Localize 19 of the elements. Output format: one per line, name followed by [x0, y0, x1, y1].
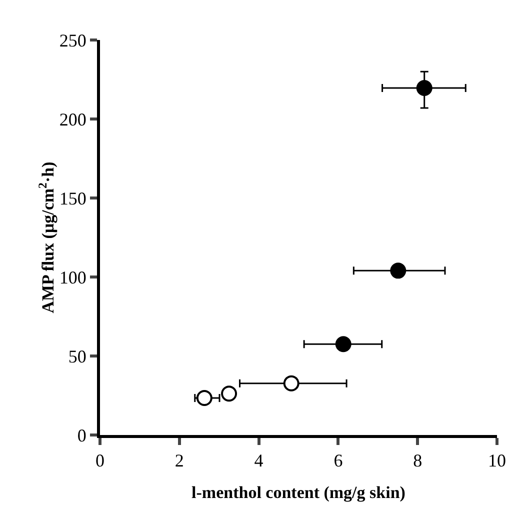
x-axis-title: l-menthol content (mg/g skin) [192, 483, 406, 502]
point [196, 390, 212, 406]
x-tick-label: 10 [488, 450, 506, 471]
x-tick-label: 0 [96, 450, 104, 471]
x-tick-label: 2 [174, 450, 184, 471]
y-tick-label: 50 [68, 346, 86, 366]
point [335, 336, 352, 352]
x-tick-label: 6 [334, 450, 343, 471]
y-tick-label: 250 [59, 30, 86, 50]
y-tick-label: 0 [77, 425, 86, 446]
y-tick-label: 150 [59, 188, 86, 208]
point [416, 80, 432, 96]
y-tick-label: 200 [59, 109, 86, 130]
x-tick-label: 4 [254, 450, 264, 471]
x-tick-label: 8 [413, 450, 422, 471]
y-tick-label: 100 [59, 267, 86, 288]
point [390, 262, 406, 279]
point [283, 375, 300, 392]
point [221, 386, 238, 402]
